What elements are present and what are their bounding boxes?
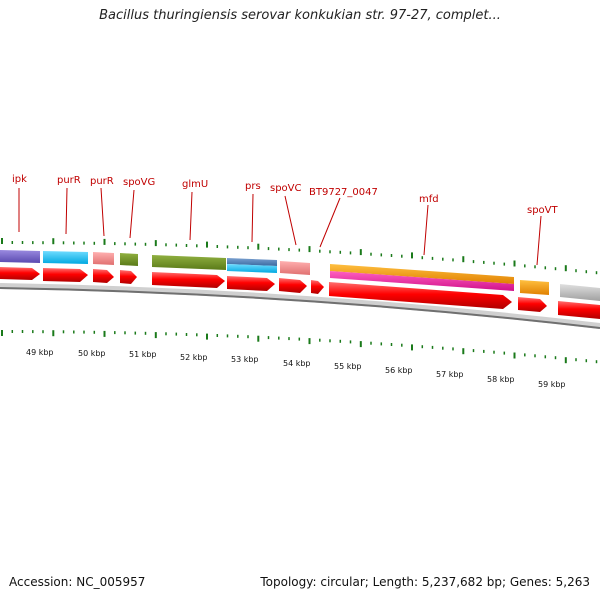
leader-mfd [423, 204, 429, 256]
leader-spoVG [129, 189, 135, 239]
feature-glmU[interactable] [152, 255, 226, 270]
feature-spoVC[interactable] [280, 261, 310, 275]
gene-label-spoVC[interactable]: spoVC [270, 183, 302, 194]
cds-arrow-7[interactable] [279, 278, 307, 293]
feature-spoVT[interactable] [520, 280, 549, 295]
cds-arrow-11[interactable] [558, 301, 600, 319]
leader-BT9727 [319, 197, 341, 248]
kbp-label-59: 59 kbp [538, 380, 566, 389]
gene-label-glmU[interactable]: glmU [182, 179, 208, 190]
gene-label-spoVT[interactable]: spoVT [527, 205, 559, 216]
feature-track [0, 250, 600, 301]
gene-label-mfd[interactable]: mfd [419, 194, 439, 205]
feature-prs-a[interactable] [227, 258, 277, 266]
kbp-label-51: 51 kbp [129, 350, 157, 359]
map-title: Bacillus thuringiensis serovar konkukian… [99, 8, 501, 23]
tick-row-bottom [1, 330, 598, 364]
accession-text: Accession: NC_005957 [9, 575, 146, 589]
feature-ipk[interactable] [0, 250, 40, 263]
feature-purR-1[interactable] [43, 251, 88, 264]
leader-spoVC [284, 195, 297, 246]
gene-label-prs[interactable]: prs [245, 181, 261, 192]
cds-arrow-9[interactable] [329, 282, 512, 309]
gene-label-purR-2[interactable]: purR [90, 176, 114, 187]
genome-backbone [0, 283, 600, 329]
feature-spoVG[interactable] [120, 253, 138, 266]
feature-mfd-b[interactable] [330, 271, 514, 291]
cds-arrow-1[interactable] [0, 267, 40, 280]
cds-arrow-8[interactable] [311, 280, 324, 294]
kbp-label-50: 50 kbp [78, 349, 106, 358]
cds-arrow-10[interactable] [518, 297, 547, 312]
cds-arrow-4[interactable] [120, 270, 137, 284]
kbp-label-58: 58 kbp [487, 375, 515, 384]
leader-purR-2 [100, 187, 105, 237]
feature-next[interactable] [560, 284, 600, 301]
kbp-label-56: 56 kbp [385, 366, 413, 375]
leader-glmU [189, 191, 193, 241]
gene-label-spoVG[interactable]: spoVG [123, 177, 155, 188]
cds-arrow-2[interactable] [43, 268, 88, 282]
cds-arrow-6[interactable] [227, 276, 275, 291]
feature-prs-b[interactable] [227, 264, 277, 273]
kbp-label-53: 53 kbp [231, 355, 259, 364]
genome-summary-text: Topology: circular; Length: 5,237,682 bp… [260, 575, 590, 589]
feature-purR-2[interactable] [93, 252, 114, 265]
kbp-label-49: 49 kbp [26, 348, 54, 357]
gene-label-ipk[interactable]: ipk [12, 174, 27, 185]
tick-row-top [1, 238, 598, 275]
leader-purR-1 [65, 187, 68, 235]
gene-label-purR-1[interactable]: purR [57, 175, 81, 186]
kbp-label-52: 52 kbp [180, 353, 208, 362]
leader-spoVT [536, 215, 542, 266]
feature-mfd-a[interactable] [330, 264, 514, 284]
kbp-label-55: 55 kbp [334, 362, 362, 371]
kbp-label-57: 57 kbp [436, 370, 464, 379]
gene-label-BT9727_0047[interactable]: BT9727_0047 [309, 187, 378, 198]
leader-prs [251, 193, 254, 243]
label-leaders [18, 187, 542, 266]
genome-backbone-edge [0, 287, 600, 329]
cds-arrow-5[interactable] [152, 272, 225, 288]
cds-arrow-3[interactable] [93, 269, 114, 283]
cds-track [0, 267, 600, 319]
kbp-label-54: 54 kbp [283, 359, 311, 368]
